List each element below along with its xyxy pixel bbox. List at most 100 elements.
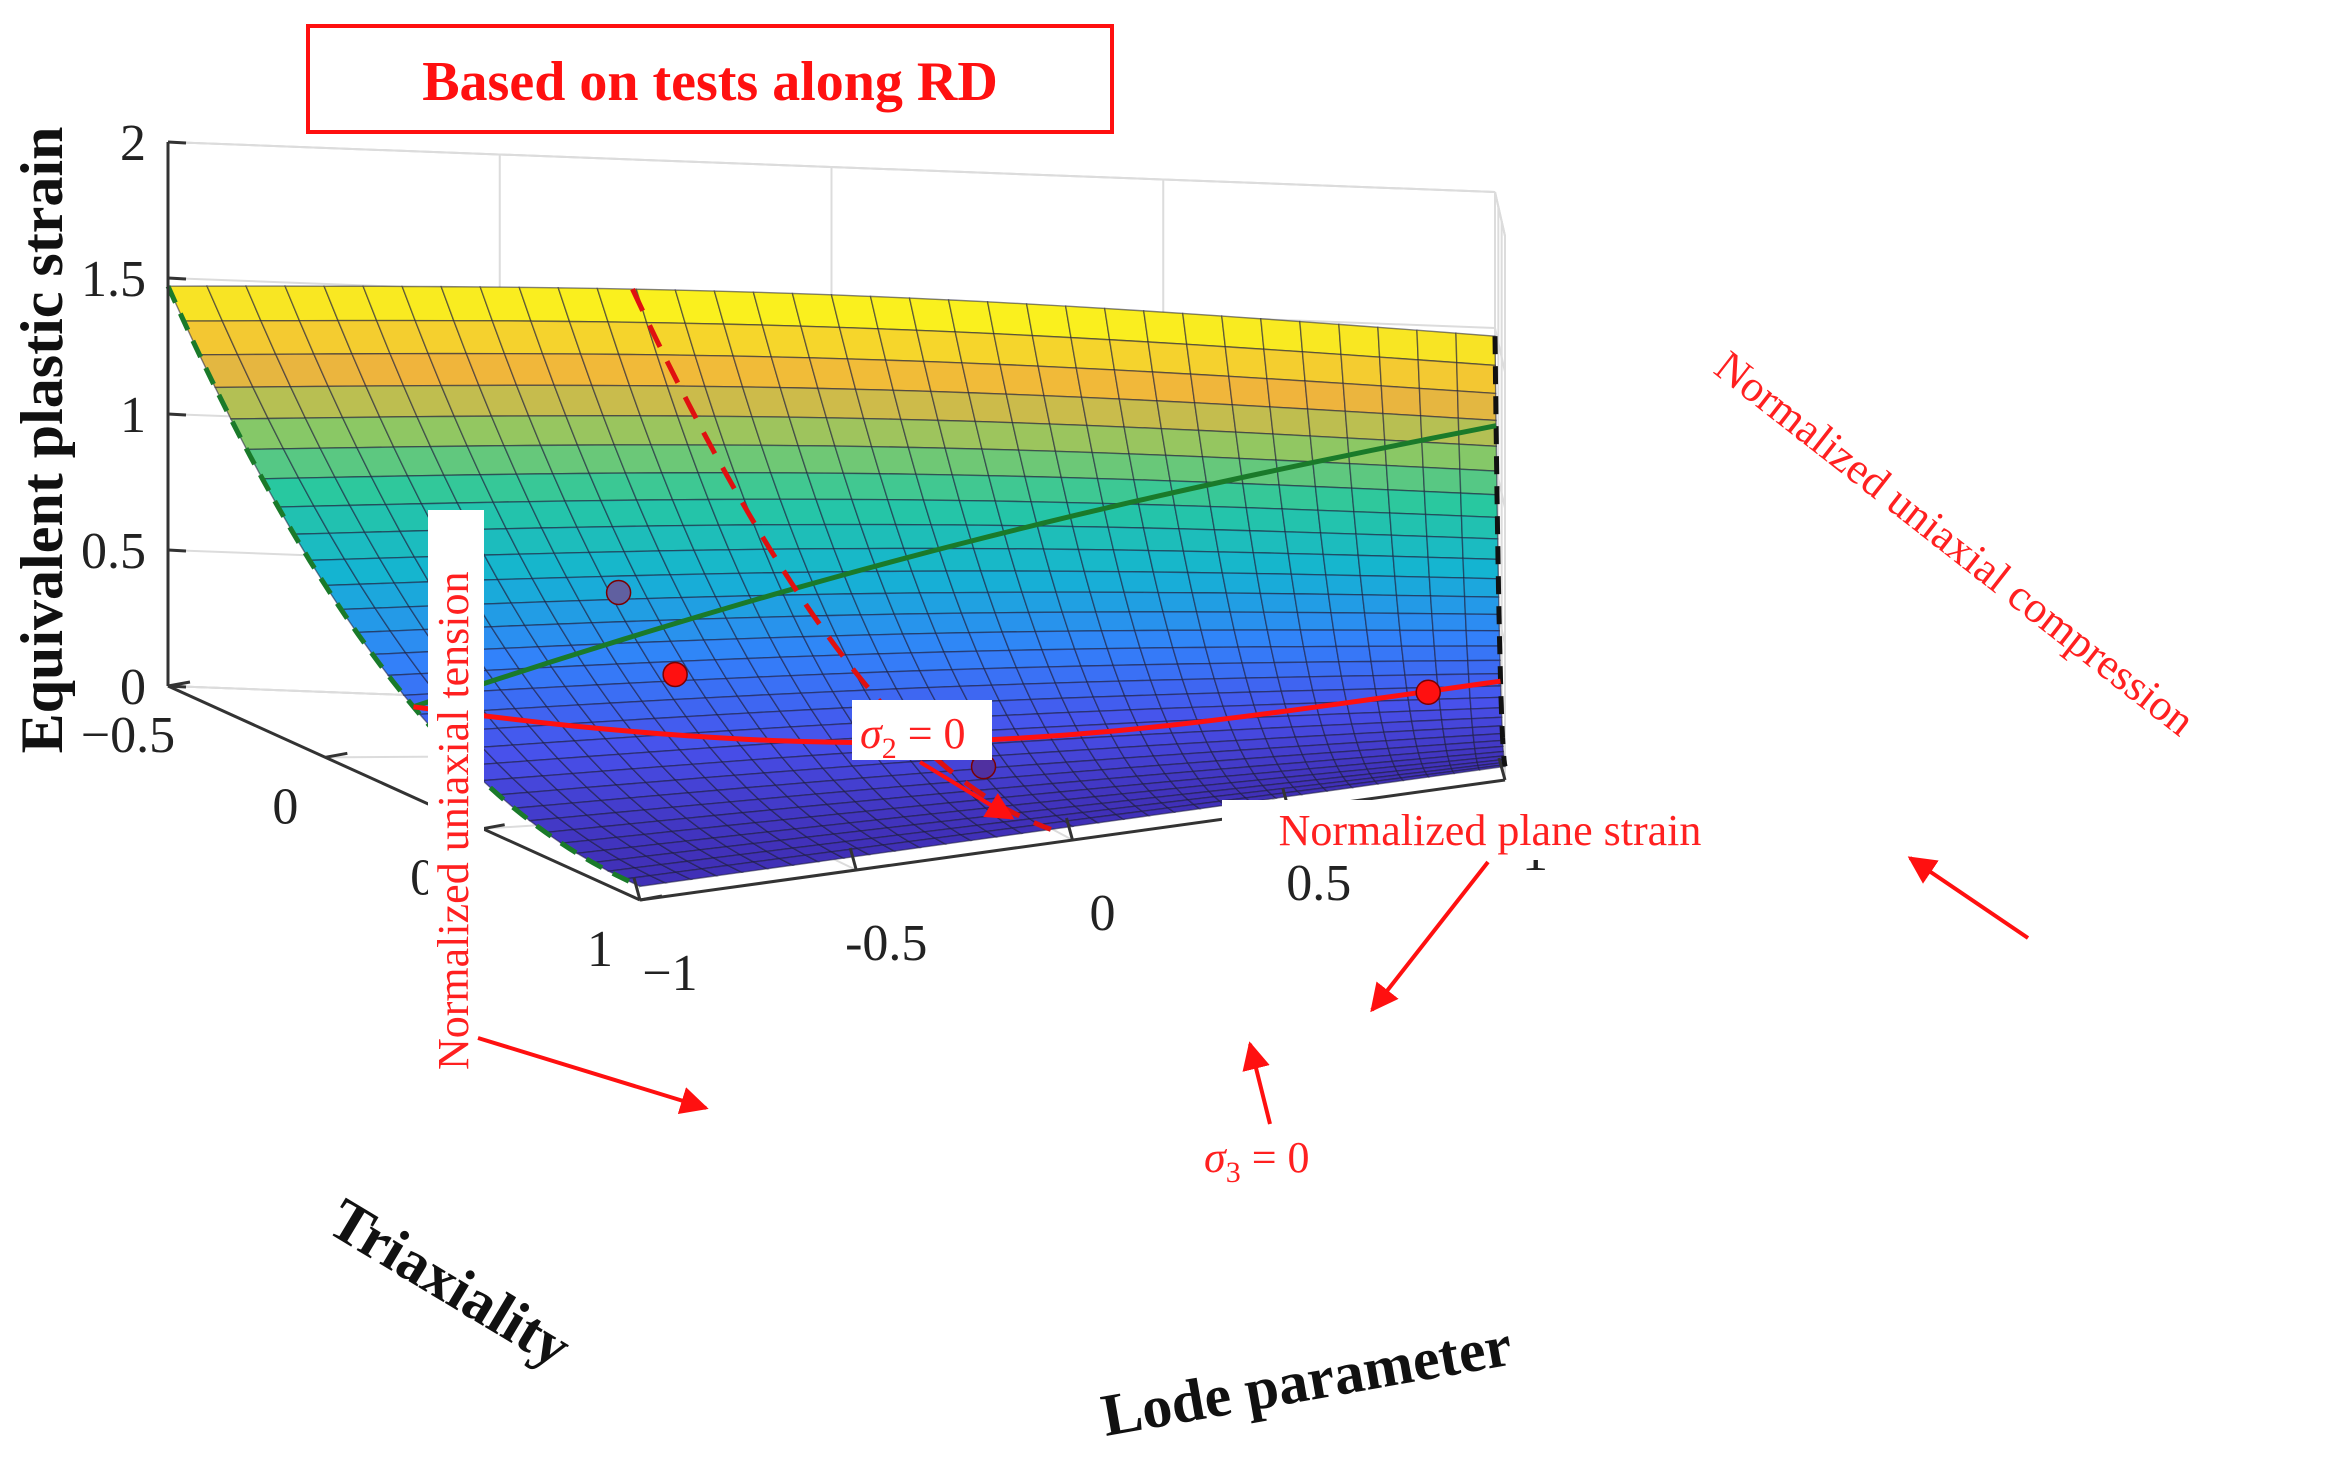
surface-facet <box>1304 380 1347 413</box>
surface-facet <box>1376 699 1411 714</box>
surface-facet <box>1463 577 1500 598</box>
surface-facet <box>1260 317 1304 353</box>
surface-facet <box>1118 398 1163 430</box>
surface-facet <box>1048 423 1094 454</box>
surface-facet <box>1077 548 1120 573</box>
surface-facet <box>1229 611 1269 631</box>
surface-facet <box>1280 689 1317 705</box>
surface-facet <box>1429 595 1467 615</box>
surface-facet <box>1330 612 1368 631</box>
surface-facet <box>1182 550 1224 574</box>
surface-facet <box>1221 315 1265 351</box>
y-tick-label: 1 <box>587 921 613 978</box>
uniaxial-tension-label: Normalized uniaxial tension <box>429 571 478 1070</box>
surface-facet <box>981 448 1026 478</box>
surface-facet <box>1195 611 1236 631</box>
surface-facet <box>1464 613 1501 632</box>
surface-facet <box>1213 529 1255 554</box>
x-axis-label: Lode parameter <box>1097 1312 1517 1449</box>
surface-facet <box>1273 661 1311 679</box>
surface-facet <box>1255 572 1296 595</box>
surface-facet <box>1460 515 1499 540</box>
surface-facet <box>1299 320 1342 356</box>
z-tick-label: 0.5 <box>81 523 146 580</box>
surface-facet <box>1306 408 1349 439</box>
chart-title: Based on tests along RD <box>422 51 998 113</box>
surface-facet <box>1167 629 1207 649</box>
surface-facet <box>1458 443 1498 472</box>
surface-facet <box>1147 341 1192 375</box>
surface-facet <box>1193 402 1237 433</box>
surface-facet <box>1365 629 1403 648</box>
surface-facet <box>1259 592 1299 614</box>
x-tick-label: -0.5 <box>845 915 927 972</box>
x-tick-label: −1 <box>642 945 697 1002</box>
sigma3-arrow <box>1242 1041 1272 1125</box>
surface-facet <box>1357 554 1396 578</box>
surface-facet <box>1302 645 1340 663</box>
surface-facet <box>1123 426 1167 457</box>
surface-facet <box>1142 527 1185 552</box>
surface-facet <box>1112 549 1155 573</box>
surface-facet <box>1456 361 1497 395</box>
surface-facet <box>1204 646 1244 665</box>
surface-facet <box>1242 482 1283 510</box>
surface-facet <box>1266 629 1305 648</box>
surface-facet <box>1421 441 1461 470</box>
sigma3-symbol: σ <box>1204 1133 1228 1182</box>
surface-facet <box>1080 396 1125 428</box>
surface-facet <box>1048 570 1092 593</box>
surface-facet <box>1037 365 1083 399</box>
z-tick-label: 2 <box>120 115 146 172</box>
y-tick-label: −0.5 <box>81 707 175 764</box>
surface-facet <box>1361 594 1399 615</box>
surface-facet <box>1422 466 1462 494</box>
surface-facet <box>1325 574 1364 596</box>
surface-facet <box>1245 676 1283 693</box>
surface-facet <box>1071 525 1115 551</box>
surface-facet <box>1189 373 1234 406</box>
sigma3-label-bg <box>1196 1126 1342 1186</box>
surface-facet <box>1197 429 1241 460</box>
surface-facet <box>994 500 1039 527</box>
surface-facet <box>1233 629 1272 648</box>
surface-facet <box>1465 629 1501 647</box>
y-tick-label: 0 <box>272 778 298 835</box>
surface-facet <box>1281 508 1322 534</box>
surface-facet <box>1142 310 1188 346</box>
surface-facet <box>1017 449 1063 479</box>
z-tick-label: 1.5 <box>81 251 146 308</box>
surface-facet <box>1380 385 1422 417</box>
surface-facet <box>1417 359 1459 392</box>
surface-facet <box>1249 530 1290 555</box>
surface-facet <box>1112 664 1152 682</box>
surface-facet <box>1269 406 1312 437</box>
surface-facet <box>1363 612 1401 632</box>
surface-facet <box>1335 645 1372 663</box>
surface-facet <box>1117 570 1160 594</box>
surface-facet <box>1106 647 1147 667</box>
surface-facet <box>1060 476 1104 505</box>
surface-facet <box>1025 303 1072 339</box>
surface-facet <box>1213 677 1251 694</box>
surface-facet <box>1011 421 1057 453</box>
surface-facet <box>908 297 957 333</box>
surface-facet <box>1293 593 1332 614</box>
surface-facet <box>1005 393 1051 425</box>
surface-facet <box>1042 548 1086 573</box>
surface-facet <box>961 362 1008 395</box>
surface-facet <box>1176 662 1216 681</box>
surface-facet <box>1036 525 1080 551</box>
surface-facet <box>1317 509 1357 535</box>
surface-facet <box>1314 485 1355 513</box>
sigma2-subscript: 2 <box>882 732 897 765</box>
surface-facet <box>1089 591 1131 613</box>
surface-facet <box>1160 706 1199 723</box>
sigma3-label: σ3 = 0 <box>1204 1133 1310 1189</box>
surface-facet <box>1225 592 1265 613</box>
surface-facet <box>1402 660 1438 676</box>
surface-facet <box>1459 492 1499 519</box>
surface-facet <box>1149 678 1189 696</box>
surface-facet <box>1171 646 1211 665</box>
